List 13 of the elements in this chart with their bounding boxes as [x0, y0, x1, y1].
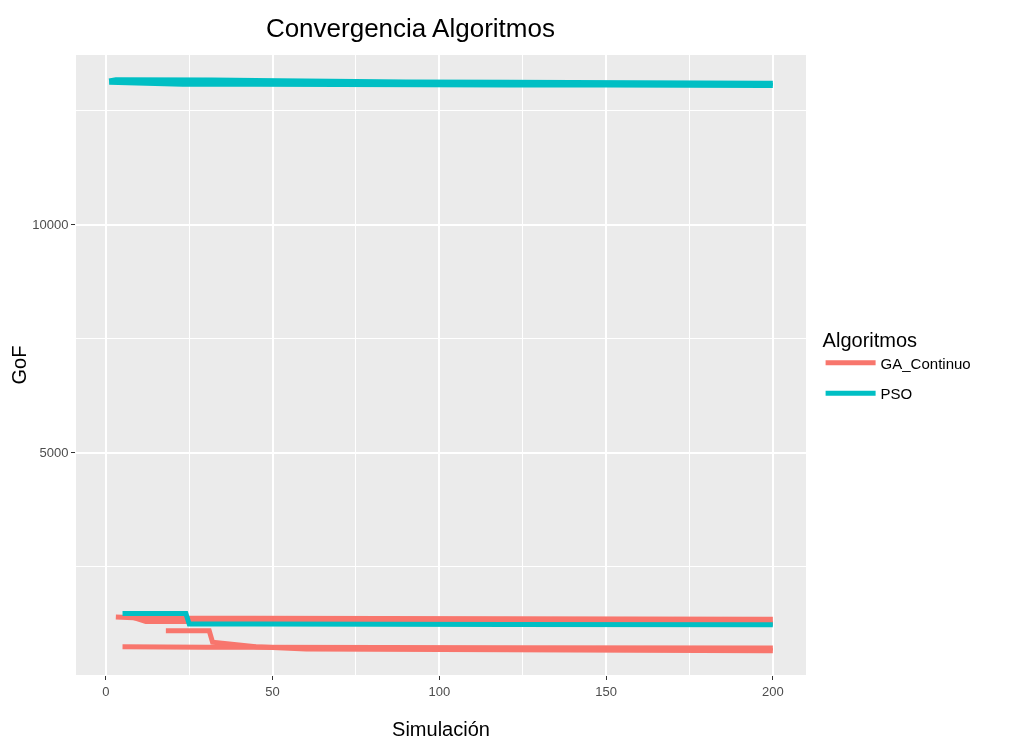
legend-label: GA_Continuo [880, 354, 971, 372]
x-tick-label: 150 [595, 683, 617, 699]
x-tick-label: 200 [761, 683, 784, 699]
legend-title: Algoritmos [822, 328, 918, 351]
y-tick-label: 10000 [32, 217, 69, 233]
x-tick-label: 100 [428, 683, 451, 699]
legend-label: PSO [880, 385, 913, 403]
y-axis-title: GoF [8, 345, 30, 385]
x-tick-label: 50 [265, 683, 280, 699]
x-tick-label: 0 [102, 683, 110, 699]
y-tick-label: 5000 [39, 445, 69, 461]
x-axis-title: Simulación [392, 718, 490, 740]
chart-title: Convergencia Algoritmos [265, 12, 555, 43]
